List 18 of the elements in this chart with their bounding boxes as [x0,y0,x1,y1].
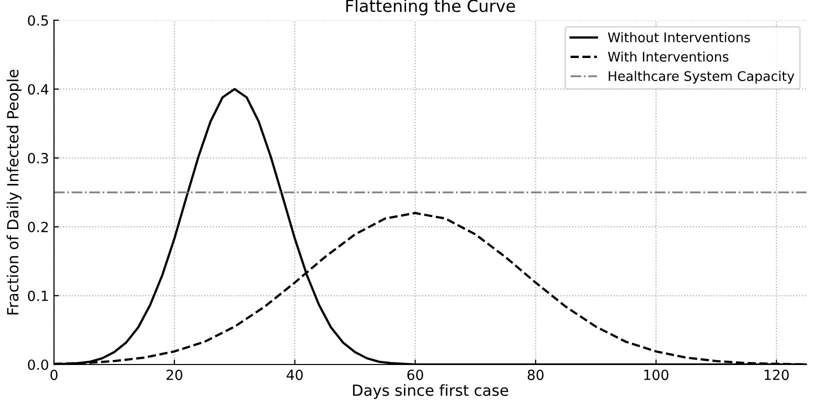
y-tick-label: 0.0 [28,359,48,370]
x-tick-label: 20 [166,370,182,380]
x-tick-label: 0 [50,370,58,380]
y-tick-label: 0.5 [28,15,48,26]
x-axis-title: Days since first case [353,384,508,399]
x-tick-label: 100 [644,370,668,380]
legend-label: With Interventions [608,51,728,62]
x-tick-label: 60 [407,370,424,380]
x-tick-label: 80 [528,370,544,380]
y-axis-title: Fraction of Daily Infected People [6,70,22,314]
y-tick-label: 0.2 [28,222,48,232]
legend-label: Healthcare System Capacity [608,70,794,84]
legend-label: Without Interventions [608,32,750,42]
y-tick-label: 0.1 [28,290,48,302]
x-tick-label: 40 [286,370,303,380]
y-tick-label: 0.4 [28,84,48,95]
x-tick-label: 120 [764,370,789,380]
y-tick-label: 0.3 [28,152,48,164]
